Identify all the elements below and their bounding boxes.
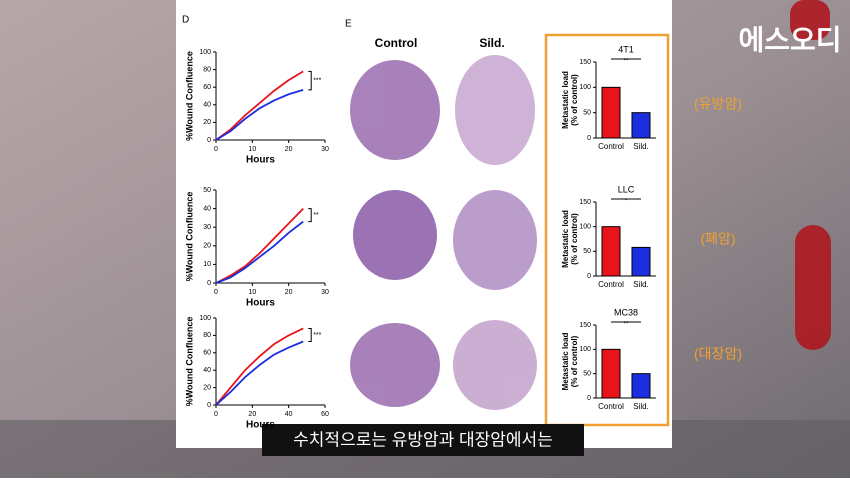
side-label: (폐암): [700, 231, 735, 247]
histology-images: [350, 55, 537, 410]
bar: [631, 373, 651, 399]
y-axis-label: %Wound Confluence: [184, 51, 194, 141]
y-tick-label: 50: [583, 110, 591, 117]
y-axis-label: %Wound Confluence: [184, 317, 194, 407]
x-tick-label: 30: [321, 146, 329, 153]
panel-label: E: [345, 19, 352, 30]
y-tick-label: 100: [199, 49, 211, 56]
y-tick-label: 30: [203, 224, 211, 231]
y-tick-label: 20: [203, 119, 211, 126]
x-tick-label: 40: [285, 411, 293, 418]
series-line: [215, 220, 304, 284]
blur-shape: [795, 225, 831, 350]
y-tick-label: 0: [587, 395, 591, 402]
y-tick-label: 40: [203, 102, 211, 109]
bar: [601, 226, 621, 277]
x-tick-label: 0: [214, 146, 218, 153]
y-tick-label: 50: [203, 187, 211, 194]
blur-shape: [790, 0, 830, 40]
significance: *: [625, 199, 628, 205]
series-line: [215, 207, 304, 284]
y-axis-label: Metastatic load: [561, 71, 570, 129]
panel-label: D: [182, 15, 189, 26]
x-tick-label: Sild.: [633, 402, 649, 411]
significance: **: [313, 212, 319, 219]
bar: [601, 86, 621, 139]
x-tick-label: 10: [248, 289, 256, 296]
side-label: (대장암): [694, 346, 742, 362]
column-header: Control: [375, 36, 418, 50]
x-tick-label: Sild.: [633, 142, 649, 151]
side-label: (유방암): [694, 96, 742, 112]
y-tick-label: 100: [579, 224, 591, 231]
bar: [631, 246, 651, 277]
x-tick-label: 60: [321, 411, 329, 418]
y-tick-label: 100: [579, 84, 591, 91]
y-tick-label: 150: [579, 199, 591, 206]
series-line: [215, 70, 304, 141]
x-tick-label: 30: [321, 289, 329, 296]
x-tick-label: 0: [214, 289, 218, 296]
y-axis-label: Metastatic load: [561, 210, 570, 268]
y-axis-label: (% of control): [570, 335, 579, 387]
y-tick-label: 60: [203, 350, 211, 357]
y-tick-label: 50: [583, 371, 591, 378]
y-tick-label: 150: [579, 59, 591, 66]
y-tick-label: 0: [207, 280, 211, 287]
y-tick-label: 0: [207, 402, 211, 409]
bar: [601, 348, 621, 399]
significance: **: [624, 59, 629, 65]
significance-bracket: [308, 327, 312, 342]
x-axis-label: Hours: [246, 155, 275, 166]
significance-bracket: [308, 70, 312, 91]
chart-title: 4T1: [618, 44, 634, 54]
y-tick-label: 150: [579, 322, 591, 329]
x-tick-label: Sild.: [633, 280, 649, 289]
y-tick-label: 40: [203, 205, 211, 212]
y-tick-label: 80: [203, 332, 211, 339]
significance-bracket: [308, 208, 312, 223]
significance: ***: [313, 77, 321, 84]
highlight-box: [544, 33, 670, 427]
subtitle-box: [262, 424, 584, 456]
x-axis-label: Hours: [246, 298, 275, 309]
significance: ***: [313, 332, 321, 339]
series-line: [215, 327, 304, 406]
x-tick-label: Control: [598, 142, 624, 151]
y-tick-label: 0: [207, 137, 211, 144]
y-tick-label: 100: [199, 315, 211, 322]
y-tick-label: 20: [203, 243, 211, 250]
y-tick-label: 40: [203, 367, 211, 374]
column-header: Sild.: [479, 36, 504, 50]
y-tick-label: 80: [203, 66, 211, 73]
watermark: 에스오디: [738, 24, 841, 55]
x-tick-label: 20: [285, 146, 293, 153]
x-axis-label: Hours: [246, 420, 275, 431]
y-tick-label: 0: [587, 135, 591, 142]
y-tick-label: 20: [203, 384, 211, 391]
y-axis-label: %Wound Confluence: [184, 192, 194, 282]
series-line: [215, 340, 304, 406]
series-line: [215, 88, 304, 141]
x-tick-label: 20: [285, 289, 293, 296]
significance: **: [624, 322, 629, 328]
y-tick-label: 0: [587, 273, 591, 280]
y-tick-label: 50: [583, 248, 591, 255]
y-axis-label: (% of control): [570, 74, 579, 126]
x-tick-label: Control: [598, 402, 624, 411]
x-tick-label: 20: [248, 411, 256, 418]
chart-title: MC38: [614, 307, 638, 317]
x-tick-label: Control: [598, 280, 624, 289]
y-axis-label: Metastatic load: [561, 332, 570, 390]
x-tick-label: 10: [248, 146, 256, 153]
subtitle: 수치적으로는 유방암과 대장암에서는: [293, 430, 553, 449]
y-axis-label: (% of control): [570, 213, 579, 265]
y-tick-label: 60: [203, 84, 211, 91]
chart-title: LLC: [618, 184, 635, 194]
y-tick-label: 10: [203, 261, 211, 268]
bar: [631, 112, 651, 139]
y-tick-label: 100: [579, 346, 591, 353]
x-tick-label: 0: [214, 411, 218, 418]
